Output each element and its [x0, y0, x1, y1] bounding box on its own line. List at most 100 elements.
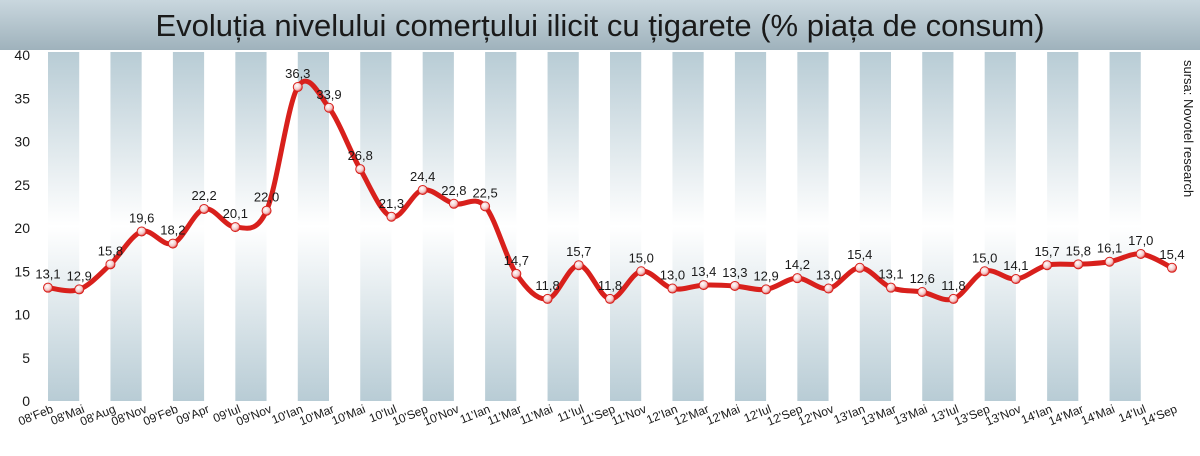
data-point: [948, 293, 959, 304]
data-label: 15,0: [972, 250, 997, 265]
data-point: [324, 102, 334, 113]
y-tick-label: 40: [14, 47, 30, 63]
data-point: [979, 266, 990, 277]
data-label: 15,8: [98, 243, 123, 258]
data-point: [1010, 274, 1021, 285]
data-points: [43, 82, 1177, 304]
data-point: [1104, 256, 1115, 267]
column-band: [48, 52, 80, 401]
data-label: 12,6: [910, 271, 935, 286]
y-tick-label: 0: [22, 393, 30, 409]
y-tick-label: 30: [14, 134, 30, 150]
column-band: [859, 52, 891, 401]
column-band: [485, 52, 517, 401]
data-point: [761, 284, 772, 295]
data-label: 13,4: [691, 264, 716, 279]
data-label: 22,5: [472, 185, 497, 200]
data-label: 15,4: [1159, 247, 1184, 262]
data-point: [480, 201, 491, 212]
data-point: [729, 280, 740, 291]
column-band: [1047, 52, 1079, 401]
data-label: 18,2: [160, 223, 185, 238]
data-point: [230, 222, 241, 233]
data-point: [698, 280, 709, 291]
data-point: [448, 198, 459, 209]
data-label: 26,8: [348, 148, 373, 163]
data-label: 24,4: [410, 169, 435, 184]
source-note: sursa: Novotel research: [1181, 60, 1196, 197]
column-band: [672, 52, 704, 401]
data-point: [199, 203, 210, 214]
y-axis: 0 5 10 15 20 25 30 35 40: [14, 47, 30, 409]
chart-title: Evoluția nivelului comerțului ilicit cu …: [155, 8, 1044, 43]
data-label: 36,3: [285, 66, 310, 81]
y-tick-label: 15: [14, 263, 30, 279]
data-label: 12,9: [753, 268, 778, 283]
column-band: [422, 52, 454, 401]
data-label: 22,2: [191, 188, 216, 203]
data-point: [917, 287, 928, 298]
column-band: [110, 52, 142, 401]
column-band: [610, 52, 642, 401]
column-bands: [48, 52, 1141, 401]
data-label: 15,7: [1034, 244, 1059, 259]
data-label: 15,8: [1066, 243, 1091, 258]
data-point: [136, 226, 147, 237]
y-tick-label: 20: [14, 220, 30, 236]
data-label: 22,8: [441, 183, 466, 198]
column-band: [984, 52, 1016, 401]
data-point: [417, 184, 428, 195]
data-point: [261, 205, 272, 216]
column-band: [360, 52, 392, 401]
data-label: 13,0: [660, 268, 685, 283]
column-band: [922, 52, 954, 401]
data-label: 19,6: [129, 210, 154, 225]
data-point: [105, 259, 116, 270]
data-point: [667, 283, 678, 294]
data-label: 11,8: [535, 278, 559, 293]
data-point: [292, 82, 303, 93]
data-label: 14,2: [785, 257, 810, 272]
y-tick-label: 5: [22, 350, 30, 366]
data-label: 33,9: [316, 87, 341, 102]
data-point: [854, 262, 865, 273]
data-point: [355, 164, 366, 175]
column-band: [1109, 52, 1141, 401]
y-tick-label: 10: [14, 307, 30, 323]
data-label: 11,8: [941, 278, 965, 293]
data-point: [792, 273, 803, 284]
data-label: 15,4: [847, 247, 872, 262]
data-point: [1167, 262, 1177, 273]
data-label: 20,1: [223, 206, 248, 221]
title-band: [0, 0, 1200, 50]
data-point: [1073, 259, 1084, 270]
data-point: [511, 268, 522, 279]
data-label: 11,8: [598, 278, 622, 293]
data-point: [1135, 248, 1146, 259]
data-point: [542, 293, 553, 304]
data-label: 14,7: [504, 253, 529, 268]
data-label: 16,1: [1097, 241, 1122, 256]
data-label: 13,1: [35, 267, 60, 282]
data-point: [74, 284, 85, 295]
data-label: 15,0: [629, 250, 654, 265]
column-band: [297, 52, 329, 401]
data-label: 17,0: [1128, 233, 1153, 248]
data-label: 12,9: [67, 268, 92, 283]
column-band: [797, 52, 829, 401]
data-label: 22,0: [254, 190, 279, 205]
data-point: [167, 238, 178, 249]
y-tick-label: 35: [14, 90, 30, 106]
data-point: [1042, 260, 1053, 271]
data-point: [43, 282, 53, 293]
y-tick-label: 25: [14, 177, 30, 193]
data-labels: 13,1 12,9 15,8 19,6 18,2 22,2 20,1 22,0 36,3 33,9…: [35, 66, 1184, 293]
column-band: [734, 52, 767, 401]
data-point: [636, 266, 647, 277]
data-point: [605, 293, 615, 304]
data-point: [573, 260, 584, 271]
data-label: 13,0: [816, 268, 841, 283]
data-label: 13,1: [878, 267, 903, 282]
data-label: 13,3: [722, 265, 747, 280]
